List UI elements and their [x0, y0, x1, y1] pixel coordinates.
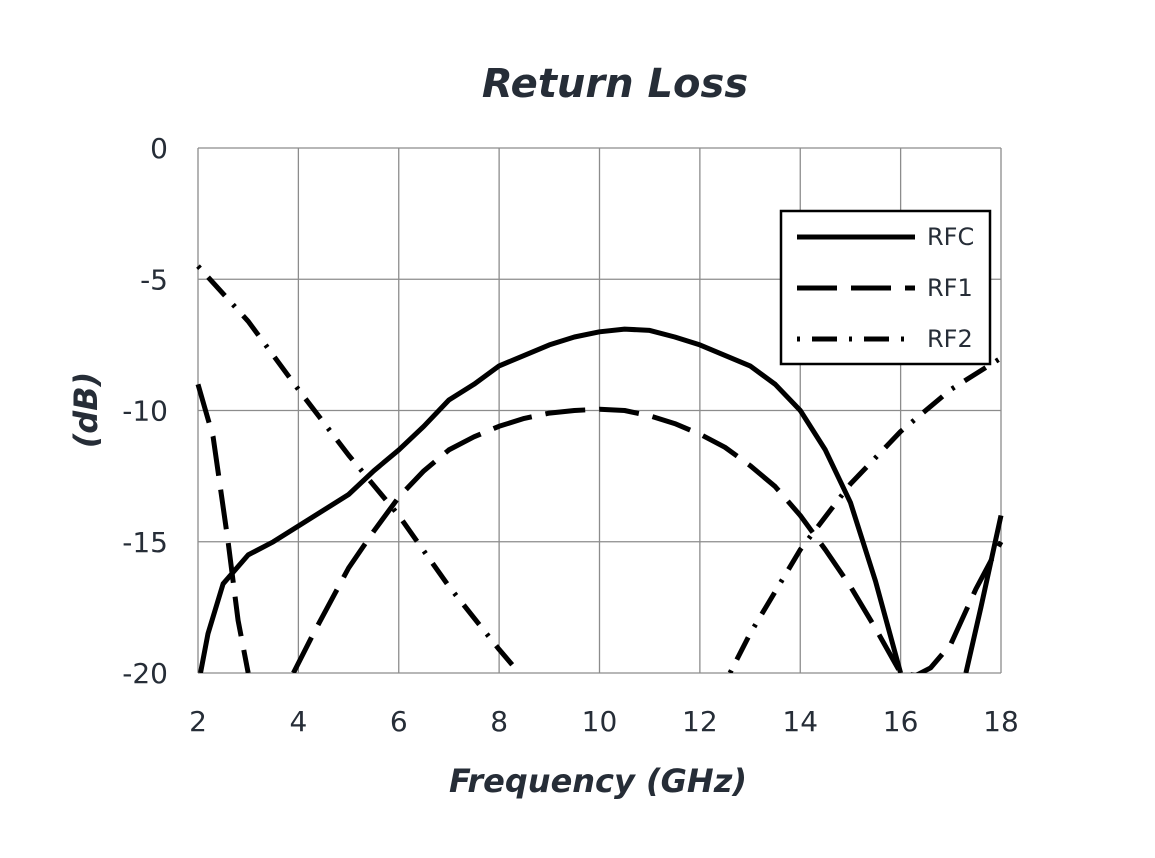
x-axis-label: Frequency (GHz) — [449, 762, 747, 800]
y-tick-label: -20 — [122, 657, 168, 690]
x-tick-label: 16 — [883, 705, 919, 738]
x-tick-label: 12 — [682, 705, 718, 738]
x-tick-label: 10 — [582, 705, 618, 738]
y-tick-label: -5 — [140, 263, 168, 296]
series-line-rfc-0 — [198, 326, 904, 673]
x-tick-label: 6 — [390, 705, 408, 738]
series-line-rfc-1 — [963, 514, 1004, 673]
series-line-rf1-3 — [291, 406, 1004, 673]
y-tick-label: 0 — [150, 132, 168, 165]
chart-title: Return Loss — [482, 61, 748, 107]
legend-label-rf1: RF1 — [927, 274, 973, 302]
series-layer — [195, 264, 1004, 673]
series-line-rf1-2 — [195, 383, 251, 673]
y-tick-labels: 0 -5 -10 -15 -20 — [122, 132, 168, 690]
x-tick-label: 2 — [189, 705, 207, 738]
x-tick-label: 14 — [782, 705, 818, 738]
y-tick-label: -15 — [122, 526, 168, 559]
legend-label-rfc: RFC — [927, 223, 974, 251]
legend: RFC RF1 RF2 — [779, 209, 992, 366]
legend-label-rf2: RF2 — [927, 325, 973, 353]
x-tick-labels: 2 4 6 8 10 12 14 16 18 — [189, 705, 1019, 738]
series-line-rf2-4 — [196, 264, 522, 673]
y-tick-label: -10 — [122, 395, 168, 428]
y-axis-label: (dB) — [67, 372, 105, 449]
x-tick-label: 18 — [983, 705, 1019, 738]
x-tick-label: 8 — [490, 705, 508, 738]
x-tick-label: 4 — [289, 705, 307, 738]
series-line-rf2-5 — [727, 355, 1003, 673]
